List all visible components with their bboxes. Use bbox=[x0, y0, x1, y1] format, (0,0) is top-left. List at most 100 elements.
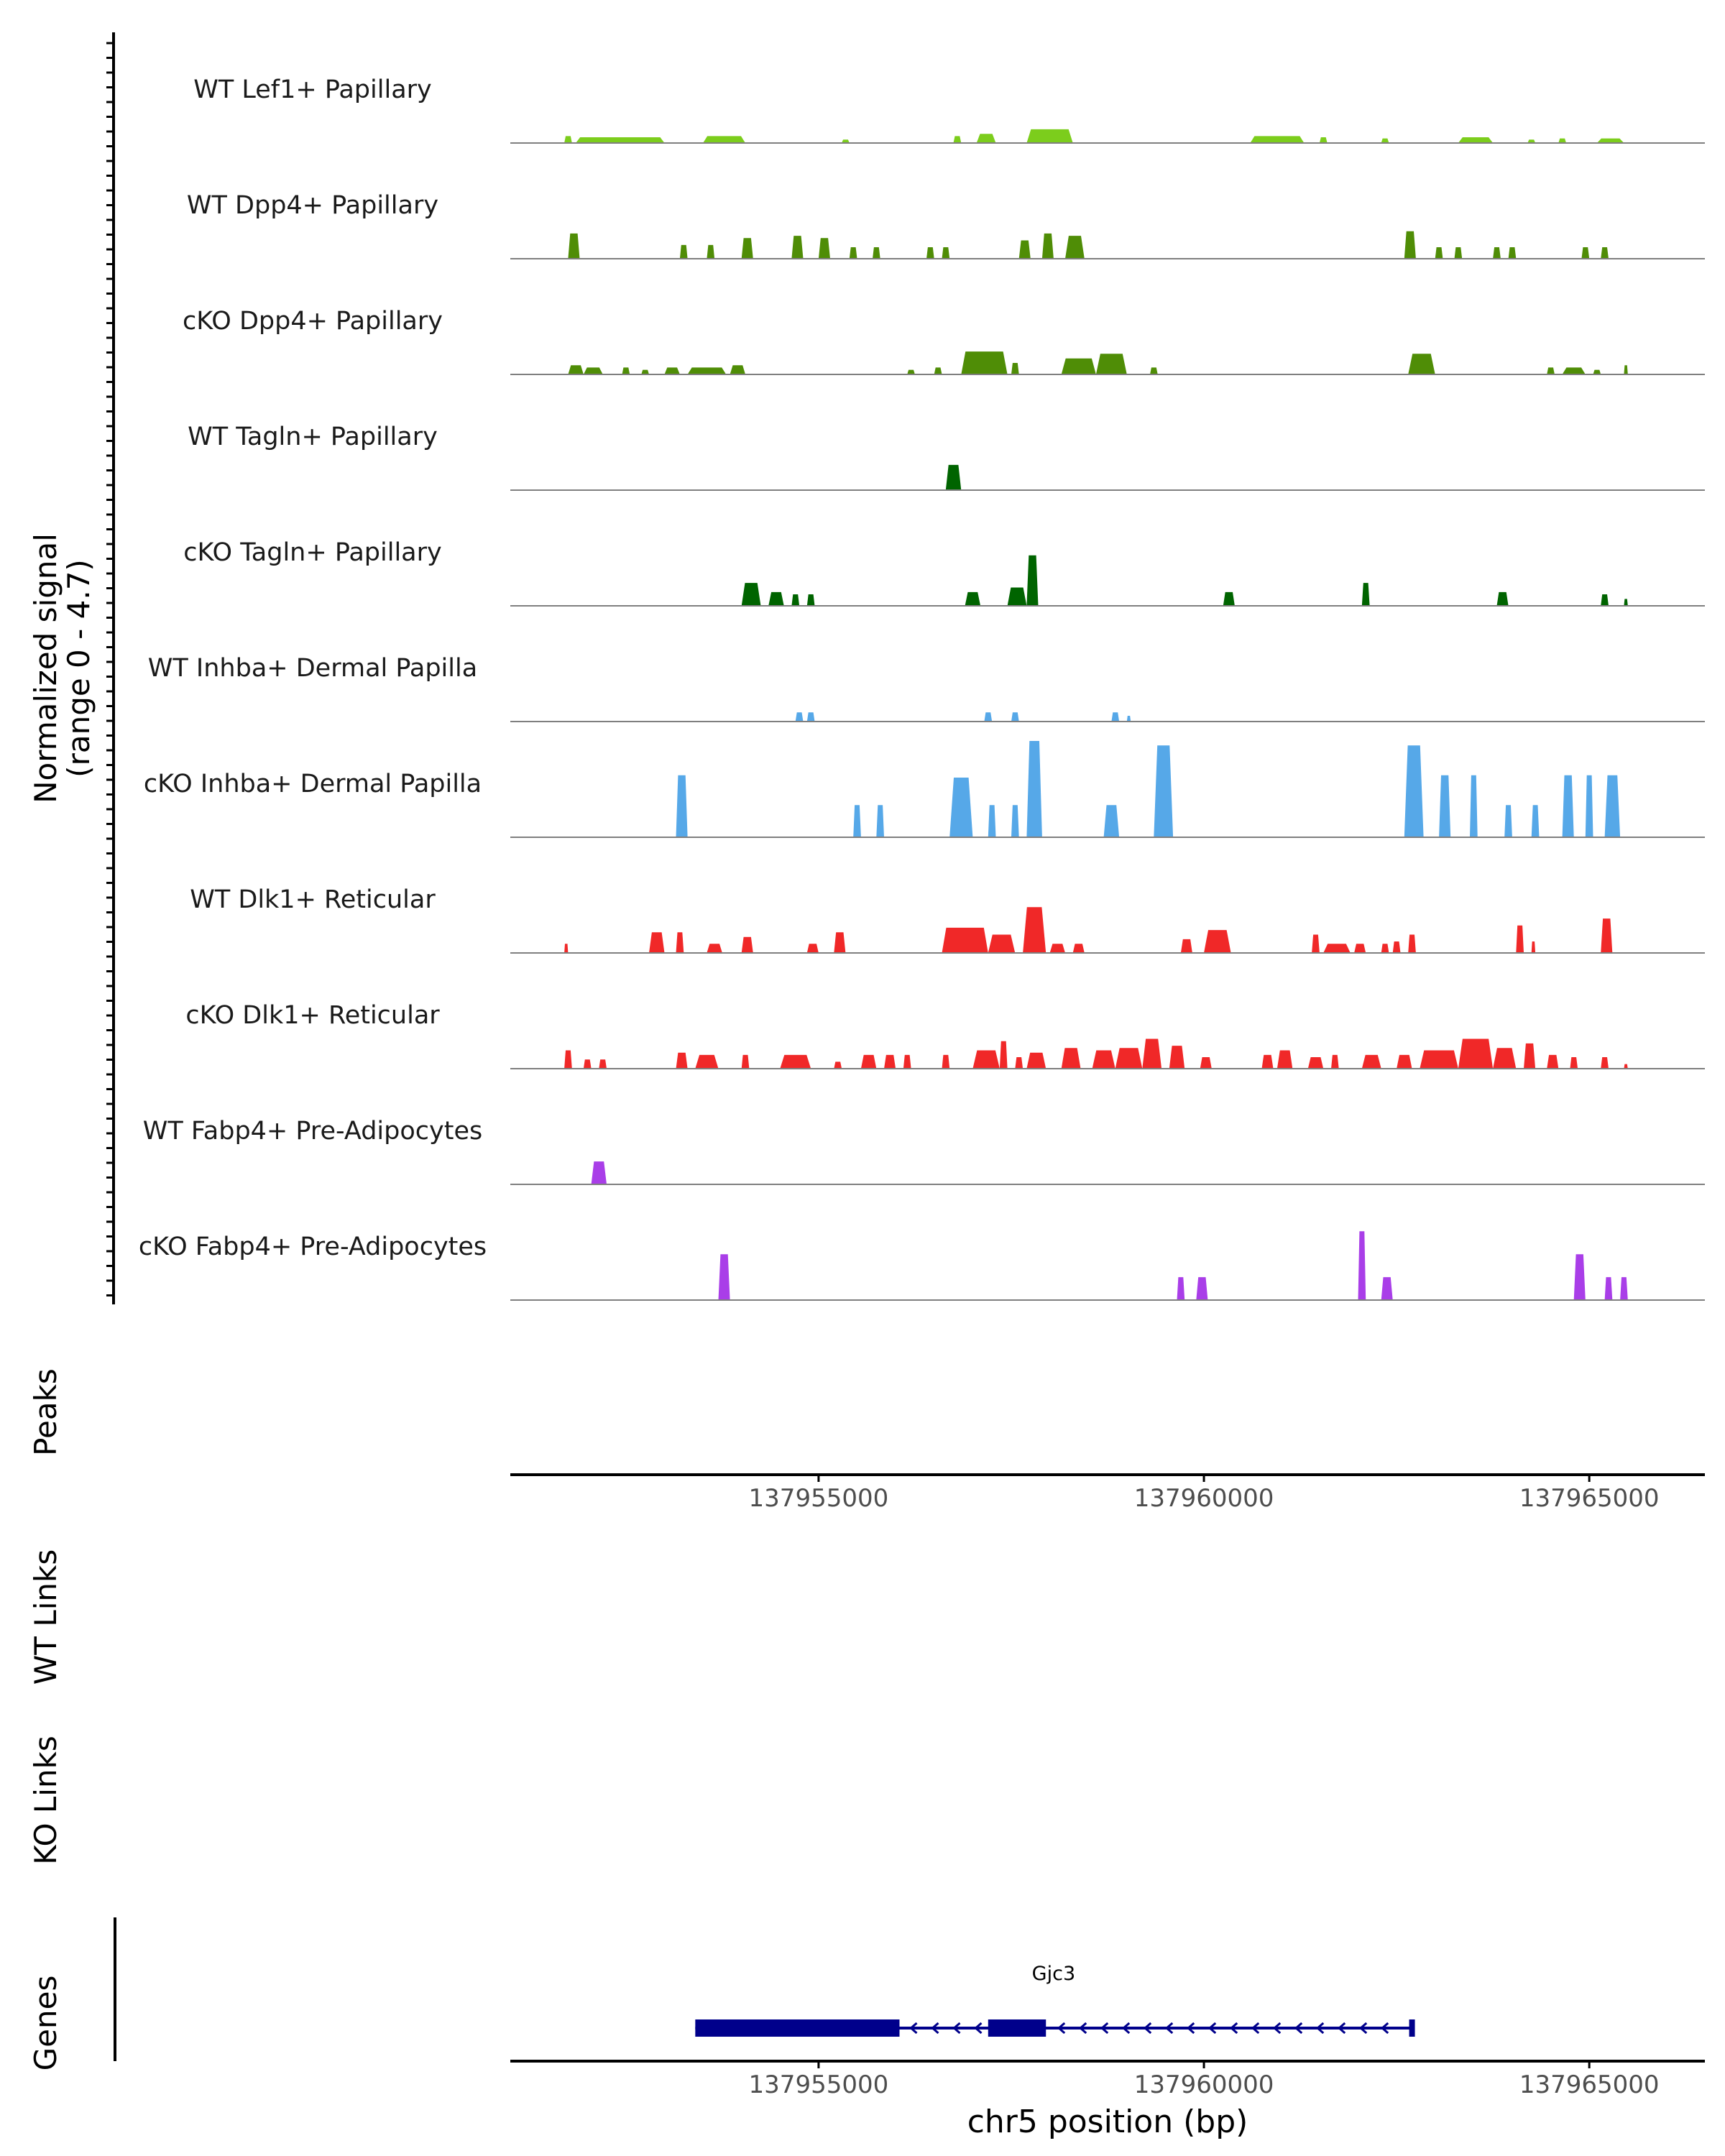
coverage-peak bbox=[1018, 240, 1031, 259]
coverage-peak bbox=[876, 805, 884, 837]
coverage-peak bbox=[907, 369, 915, 374]
gene-name-label: Gjc3 bbox=[1032, 1963, 1075, 1985]
coverage-peak bbox=[1361, 1054, 1381, 1069]
coverage-peak bbox=[1604, 1277, 1613, 1300]
track-label: cKO Fabp4+ Pre-Adipocytes bbox=[139, 1233, 487, 1261]
coverage-peak bbox=[1026, 555, 1039, 606]
gene-strand-arrow bbox=[931, 2022, 939, 2035]
coverage-peak bbox=[1585, 775, 1593, 837]
coverage-peak bbox=[903, 1054, 911, 1069]
coverage-peak bbox=[1624, 599, 1628, 606]
track-group: WT Fabp4+ Pre-Adipocytes bbox=[143, 1117, 1705, 1185]
coverage-peak bbox=[1601, 594, 1609, 606]
track-group: cKO Dlk1+ Reticular bbox=[185, 1001, 1705, 1069]
coverage-peak bbox=[1204, 930, 1231, 953]
gene-strand-arrow bbox=[1143, 2022, 1152, 2035]
coverage-peak bbox=[1154, 745, 1174, 837]
coverage-peak bbox=[818, 238, 830, 259]
gene-strand-arrow bbox=[1229, 2022, 1238, 2035]
coverage-peak bbox=[795, 712, 804, 722]
coverage-peak bbox=[1261, 1054, 1274, 1069]
coverage-peak bbox=[1547, 1054, 1559, 1069]
coverage-peak bbox=[1408, 354, 1435, 374]
coverage-peak bbox=[1516, 925, 1524, 953]
coverage-peak bbox=[568, 233, 580, 259]
track-group: WT Lef1+ Papillary bbox=[193, 75, 1705, 144]
coverage-peak bbox=[1504, 805, 1512, 837]
peaks-x-axis-tick-label: 137965000 bbox=[1519, 1484, 1660, 1513]
gene-exon bbox=[695, 2019, 900, 2037]
coverage-peak bbox=[741, 238, 753, 259]
coverage-peak bbox=[599, 1059, 607, 1069]
coverage-peak bbox=[976, 134, 996, 143]
coverage-peak bbox=[1624, 1064, 1628, 1069]
coverage-peak bbox=[1392, 941, 1401, 953]
coverage-peak bbox=[768, 591, 784, 606]
coverage-peak bbox=[1593, 369, 1601, 374]
coverage-peak bbox=[999, 1041, 1008, 1069]
coverage-peak bbox=[1111, 712, 1120, 722]
coverage-peak bbox=[676, 932, 684, 953]
x-axis-title: chr5 position (bp) bbox=[967, 2104, 1248, 2140]
coverage-peak bbox=[1601, 918, 1613, 953]
coverage-peak bbox=[1103, 805, 1120, 837]
gene-strand-arrow bbox=[1100, 2022, 1109, 2035]
coverage-peak bbox=[622, 367, 630, 374]
gene-strand-arrow bbox=[1251, 2022, 1260, 2035]
coverage-peak bbox=[676, 775, 688, 837]
coverage-peak bbox=[695, 1054, 719, 1069]
gene-end-cap bbox=[1409, 2019, 1415, 2037]
coverage-peak bbox=[949, 778, 973, 837]
coverage-peak bbox=[741, 583, 761, 606]
coverage-peak bbox=[1435, 247, 1443, 259]
track-label: WT Dpp4+ Papillary bbox=[187, 191, 438, 220]
coverage-peak bbox=[1470, 775, 1478, 837]
coverage-peak bbox=[1323, 944, 1351, 953]
coverage-peak bbox=[1420, 1050, 1458, 1069]
track-label: WT Tagln+ Papillary bbox=[188, 423, 438, 451]
gene-model bbox=[695, 2019, 1415, 2037]
coverage-peak bbox=[1604, 775, 1621, 837]
coverage-peak bbox=[1276, 1050, 1293, 1069]
track-group: cKO Fabp4+ Pre-Adipocytes bbox=[139, 1231, 1705, 1301]
gene-strand-arrow bbox=[1186, 2022, 1195, 2035]
coverage-peak bbox=[1547, 367, 1555, 374]
coverage-peak bbox=[1496, 591, 1509, 606]
coverage-peak bbox=[1358, 1231, 1366, 1300]
coverage-peak bbox=[1180, 939, 1192, 953]
track-label: WT Dlk1+ Reticular bbox=[190, 885, 436, 914]
coverage-tracks: WT Lef1+ Papillary WT Dpp4+ Papillary cKO … bbox=[139, 75, 1705, 1301]
coverage-peak bbox=[926, 247, 934, 259]
coverage-peak bbox=[703, 136, 745, 143]
track-label: WT Fabp4+ Pre-Adipocytes bbox=[143, 1117, 482, 1146]
coverage-peak bbox=[1581, 247, 1590, 259]
gene-strand-arrow bbox=[1078, 2022, 1087, 2035]
gene-strand-arrow bbox=[1337, 2022, 1346, 2035]
coverage-peak bbox=[1558, 138, 1566, 143]
track-group: WT Dpp4+ Papillary bbox=[187, 191, 1705, 259]
coverage-peak bbox=[1307, 1057, 1324, 1069]
coverage-peak bbox=[564, 136, 572, 143]
coverage-peak bbox=[884, 1054, 896, 1069]
coverage-peak bbox=[1126, 716, 1131, 722]
coverage-peak bbox=[1007, 587, 1027, 606]
coverage-peak bbox=[741, 1054, 750, 1069]
coverage-peak bbox=[834, 1061, 842, 1069]
genes-panel-label: Genes bbox=[28, 1976, 63, 2071]
coverage-peak bbox=[1458, 137, 1494, 143]
coverage-peak bbox=[984, 712, 993, 722]
coverage-peak bbox=[942, 1054, 950, 1069]
coverage-peak bbox=[1061, 1048, 1081, 1069]
track-label: cKO Inhba+ Dermal Papilla bbox=[144, 770, 482, 798]
genes-x-axis-tick-label: 137955000 bbox=[749, 2070, 889, 2099]
genes-x-axis-tick-label: 137965000 bbox=[1519, 2070, 1660, 2099]
coverage-peak bbox=[1493, 247, 1501, 259]
gene-strand-arrow bbox=[974, 2022, 983, 2035]
coverage-peak bbox=[791, 594, 800, 606]
coverage-peak bbox=[1331, 1054, 1339, 1069]
ko-links-panel-label: KO Links bbox=[28, 1736, 63, 1865]
coverage-peak bbox=[1319, 137, 1328, 143]
coverage-peak bbox=[1573, 1254, 1586, 1300]
coverage-peak bbox=[780, 1054, 811, 1069]
coverage-peak bbox=[1620, 1277, 1628, 1300]
